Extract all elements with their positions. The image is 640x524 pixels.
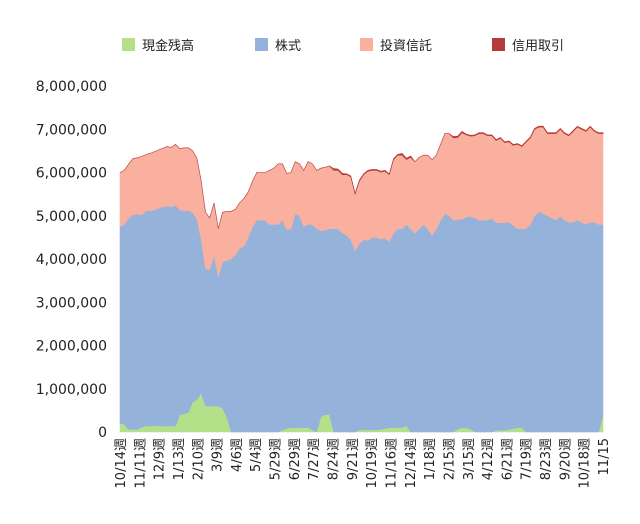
y-tick-label-8-000-000: 8,000,000 [36, 79, 107, 95]
x-axis: 10/14週 11/11週 12/9週 1/13週 2/10週 3/9週 4/6週 5/4週 5… [114, 438, 612, 488]
legend-swatch [492, 38, 505, 51]
x-tick-label-1: 10/14週 [114, 438, 129, 488]
legend-label: 信用取引 [512, 39, 564, 54]
x-tick-label-18: 2/15週 [442, 438, 457, 480]
x-tick-label-20: 4/12週 [481, 438, 496, 480]
y-tick-label-6-000-000: 6,000,000 [36, 166, 107, 182]
x-tick-label-11: 7/27週 [307, 438, 322, 480]
x-tick-label-10: 6/29週 [288, 438, 303, 480]
legend-swatch [360, 38, 373, 51]
x-tick-label-23: 8/23週 [539, 438, 554, 480]
legend-label: 株式 [275, 39, 301, 54]
legend-swatch [122, 38, 135, 51]
x-tick-label-17: 1/18週 [423, 438, 438, 480]
plot-area [119, 125, 604, 433]
y-tick-label-3-000-000: 3,000,000 [36, 295, 107, 311]
y-axis: 0 1,000,000 2,000,000 3,000,000 4,000,000 5,0… [36, 79, 107, 441]
x-tick-label-5: 2/10週 [191, 438, 206, 480]
legend-swatch [255, 38, 268, 51]
x-tick-label-15: 11/16週 [384, 438, 399, 488]
x-tick-label-22: 7/19週 [520, 438, 535, 480]
x-tick-label-6: 3/9週 [211, 438, 226, 472]
legend-label: 投資信託 [380, 38, 432, 54]
x-tick-label-8: 5/4週 [249, 438, 264, 472]
legend-entry-1: 現金残高 [122, 38, 194, 54]
x-tick-label-9: 5/29週 [269, 438, 284, 480]
x-tick-label-25: 10/18週 [578, 438, 593, 488]
y-tick-label-4-000-000: 4,000,000 [36, 252, 107, 268]
area-series-4 [119, 125, 604, 229]
legend-entry-3: 投資信託 [360, 38, 432, 54]
x-tick-label-14: 10/19週 [365, 438, 380, 488]
legend-entry-2: 株式 [255, 38, 301, 54]
x-tick-label-21: 6/21週 [500, 438, 515, 480]
legend-entry-4: 信用取引 [492, 38, 564, 54]
y-tick-label-5-000-000: 5,000,000 [36, 209, 107, 225]
x-tick-label-24: 9/20週 [558, 438, 573, 480]
y-tick-label-2-000-000: 2,000,000 [36, 339, 107, 355]
y-tick-label-7-000-000: 7,000,000 [36, 122, 107, 138]
x-tick-label-4: 1/13週 [172, 438, 187, 480]
x-tick-label-16: 12/14週 [404, 438, 419, 488]
x-tick-label-13: 9/21週 [346, 438, 361, 480]
legend: 現金残高 株式 投資信託 信用取引 [122, 38, 564, 54]
y-tick-label-1-000-000: 1,000,000 [36, 382, 107, 398]
x-tick-label-3: 12/9週 [153, 438, 168, 480]
x-tick-label-26: 11/15 [597, 438, 612, 475]
y-tick-label-0: 0 [98, 425, 107, 441]
x-tick-label-2: 11/11週 [133, 438, 148, 488]
x-tick-label-12: 8/24週 [327, 438, 342, 480]
x-tick-label-19: 3/15週 [462, 438, 477, 480]
x-tick-label-7: 4/6週 [230, 438, 245, 472]
legend-label: 現金残高 [142, 38, 194, 54]
